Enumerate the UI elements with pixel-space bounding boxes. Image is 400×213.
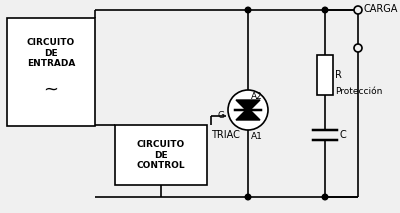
Circle shape [322, 194, 328, 200]
Text: C: C [339, 130, 346, 140]
Circle shape [228, 90, 268, 130]
Text: CIRCUITO
DE
ENTRADA: CIRCUITO DE ENTRADA [27, 38, 75, 68]
Circle shape [245, 7, 251, 13]
Text: Protección: Protección [335, 86, 382, 95]
Text: A2: A2 [251, 92, 263, 101]
Polygon shape [236, 100, 260, 112]
Circle shape [354, 44, 362, 52]
Text: G: G [217, 111, 224, 121]
Text: R: R [335, 70, 342, 80]
Circle shape [354, 6, 362, 14]
Polygon shape [236, 108, 260, 120]
Text: CARGA: CARGA [364, 4, 398, 14]
Bar [115, 125, 207, 185]
Bar [7, 18, 95, 126]
Circle shape [322, 7, 328, 13]
Text: TRIAC: TRIAC [211, 130, 240, 140]
Bar [317, 55, 333, 95]
Text: ~: ~ [44, 81, 58, 99]
Text: A1: A1 [251, 132, 263, 141]
Circle shape [245, 194, 251, 200]
Text: CIRCUITO
DE
CONTROL: CIRCUITO DE CONTROL [137, 140, 185, 170]
